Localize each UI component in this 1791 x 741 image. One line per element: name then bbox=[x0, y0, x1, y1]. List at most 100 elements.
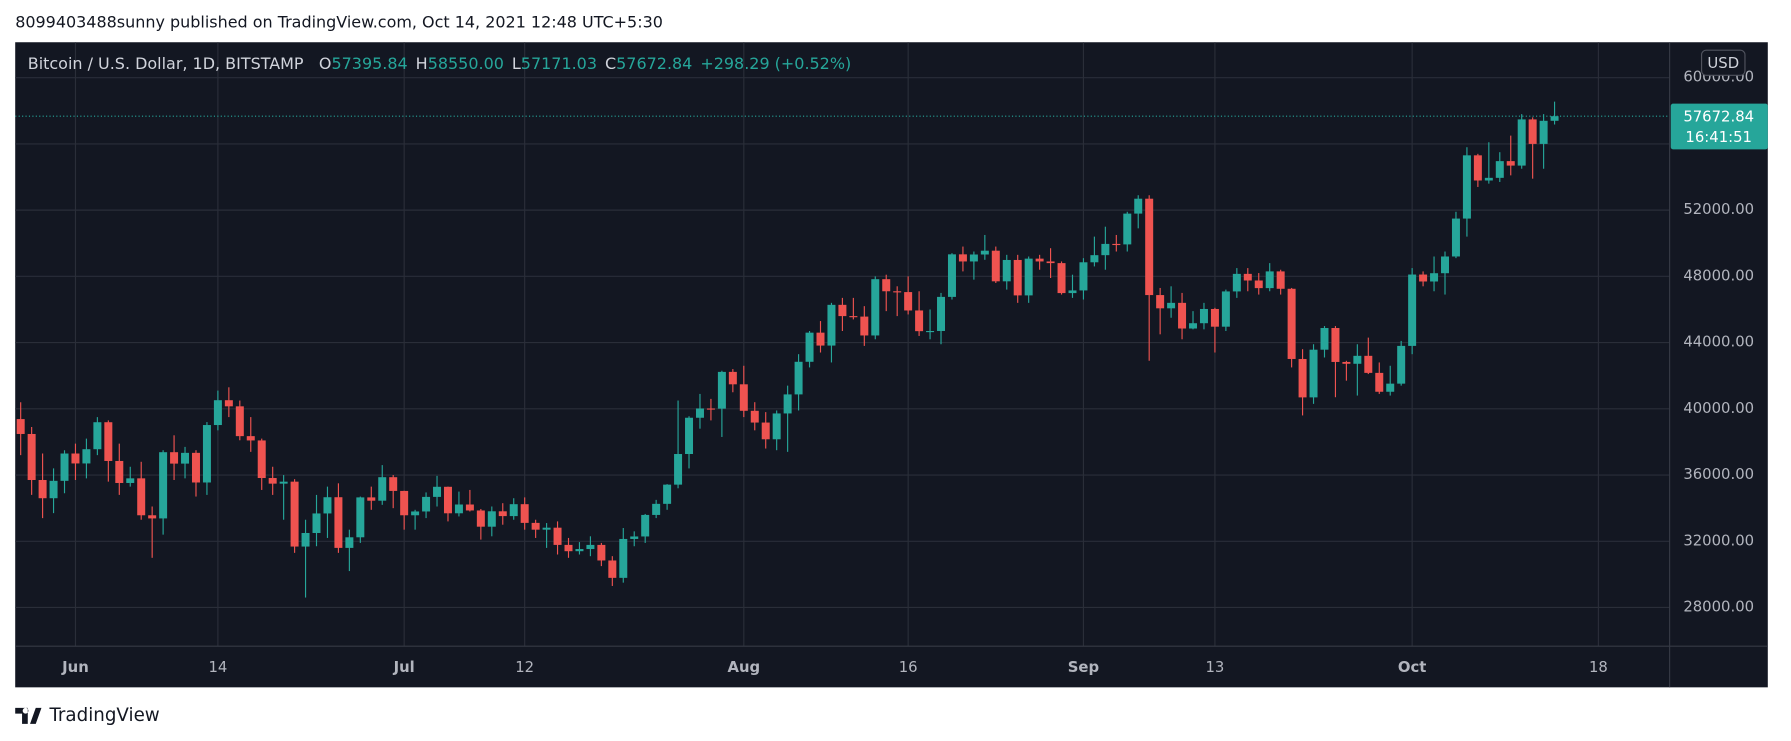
candle-body bbox=[1002, 259, 1011, 282]
candle-body bbox=[1353, 355, 1362, 364]
candle-body bbox=[586, 544, 595, 550]
candle-body bbox=[191, 452, 200, 483]
candle-body bbox=[159, 452, 168, 519]
candle-body bbox=[893, 291, 902, 293]
candle-body bbox=[476, 510, 485, 527]
candle-body bbox=[246, 436, 255, 441]
candle-body bbox=[1090, 255, 1099, 263]
x-tick-label: Jun bbox=[61, 659, 89, 676]
candle-body bbox=[104, 422, 113, 461]
candle-body bbox=[148, 515, 157, 519]
candle-body bbox=[224, 400, 233, 407]
candle-body bbox=[1046, 261, 1055, 264]
candle-body bbox=[1276, 271, 1285, 289]
candle-body bbox=[1331, 328, 1340, 362]
candle-body bbox=[1243, 273, 1252, 281]
candle-body bbox=[553, 527, 562, 545]
candle-body bbox=[980, 250, 989, 255]
candle-body bbox=[126, 478, 135, 483]
candle-body bbox=[575, 549, 584, 552]
candle-body bbox=[367, 497, 376, 501]
candle-body bbox=[991, 250, 1000, 282]
y-tick-label: 40000.00 bbox=[1683, 400, 1754, 417]
candle-body bbox=[498, 511, 507, 517]
candle-body bbox=[1419, 274, 1428, 282]
candle-body bbox=[630, 536, 639, 539]
candle-body bbox=[268, 478, 277, 484]
candle-body bbox=[772, 413, 781, 440]
legend-value: 57395.84 bbox=[331, 53, 407, 72]
candle-body bbox=[334, 497, 343, 548]
candle-body bbox=[1210, 308, 1219, 327]
candle-body bbox=[400, 490, 409, 516]
candle-body bbox=[739, 384, 748, 411]
candle-body bbox=[761, 422, 770, 440]
candle-body bbox=[838, 304, 847, 317]
candle-body bbox=[641, 514, 650, 537]
candle-body bbox=[1123, 213, 1132, 245]
candle-body bbox=[235, 406, 244, 437]
candle-body bbox=[619, 538, 628, 578]
legend: Bitcoin / U.S. Dollar, 1D, BITSTAMP O573… bbox=[28, 53, 851, 72]
candle-body bbox=[1397, 345, 1406, 384]
candle-body bbox=[805, 332, 814, 362]
candle-body bbox=[695, 408, 704, 418]
candle-body bbox=[750, 410, 759, 423]
last-price-tag bbox=[1670, 103, 1768, 150]
candle-body bbox=[323, 497, 332, 514]
candle-body bbox=[411, 511, 420, 516]
candle-body bbox=[1287, 288, 1296, 359]
legend-value: 57171.03 bbox=[521, 53, 597, 72]
candle-body bbox=[1309, 349, 1318, 398]
candle-body bbox=[1386, 383, 1395, 392]
legend-value: 57672.84 bbox=[616, 53, 692, 72]
candle-body bbox=[1265, 271, 1274, 289]
candle-body bbox=[882, 279, 891, 292]
candle-body bbox=[915, 310, 924, 332]
candle-body bbox=[904, 292, 913, 311]
candle-body bbox=[257, 440, 266, 479]
candle-body bbox=[301, 532, 310, 547]
candle-body bbox=[170, 452, 179, 464]
candle-body bbox=[356, 497, 365, 538]
candle-body bbox=[685, 417, 694, 455]
x-tick-label: 12 bbox=[515, 659, 534, 676]
candle-body bbox=[137, 478, 146, 516]
candle-body bbox=[564, 544, 573, 552]
legend-value: 58550.00 bbox=[428, 53, 504, 72]
symbol-title: Bitcoin / U.S. Dollar, 1D, BITSTAMP bbox=[28, 53, 304, 72]
legend-key: L bbox=[512, 53, 521, 72]
candle-body bbox=[279, 481, 288, 484]
candle-body bbox=[652, 503, 661, 515]
candle-body bbox=[1298, 358, 1307, 398]
candle-body bbox=[1199, 308, 1208, 324]
candle-body bbox=[49, 480, 58, 499]
candle-body bbox=[1495, 161, 1504, 178]
chart-background bbox=[15, 42, 1768, 688]
candle-body bbox=[443, 486, 452, 514]
candle-body bbox=[1430, 273, 1439, 282]
candle-body bbox=[849, 316, 858, 318]
candle-body bbox=[1484, 177, 1493, 181]
candle-body bbox=[860, 316, 869, 336]
candle-body bbox=[706, 408, 715, 410]
candle-body bbox=[728, 371, 737, 385]
candle-body bbox=[947, 254, 956, 297]
last-price-label: 57672.84 bbox=[1683, 108, 1754, 125]
candle-body bbox=[542, 527, 551, 530]
candle-body bbox=[115, 460, 124, 483]
candle-body bbox=[1539, 120, 1548, 144]
candle-body bbox=[1550, 116, 1559, 121]
candle-body bbox=[1101, 243, 1110, 256]
candle-body bbox=[1178, 302, 1187, 329]
candle-body bbox=[60, 453, 69, 481]
candle-body bbox=[1221, 291, 1230, 327]
candle-body bbox=[1013, 259, 1022, 296]
candle-body bbox=[16, 419, 25, 434]
candle-body bbox=[181, 452, 190, 464]
candle-body bbox=[213, 400, 222, 426]
candle-body bbox=[958, 254, 967, 262]
y-tick-label: 52000.00 bbox=[1683, 201, 1754, 218]
candle-body bbox=[663, 484, 672, 504]
